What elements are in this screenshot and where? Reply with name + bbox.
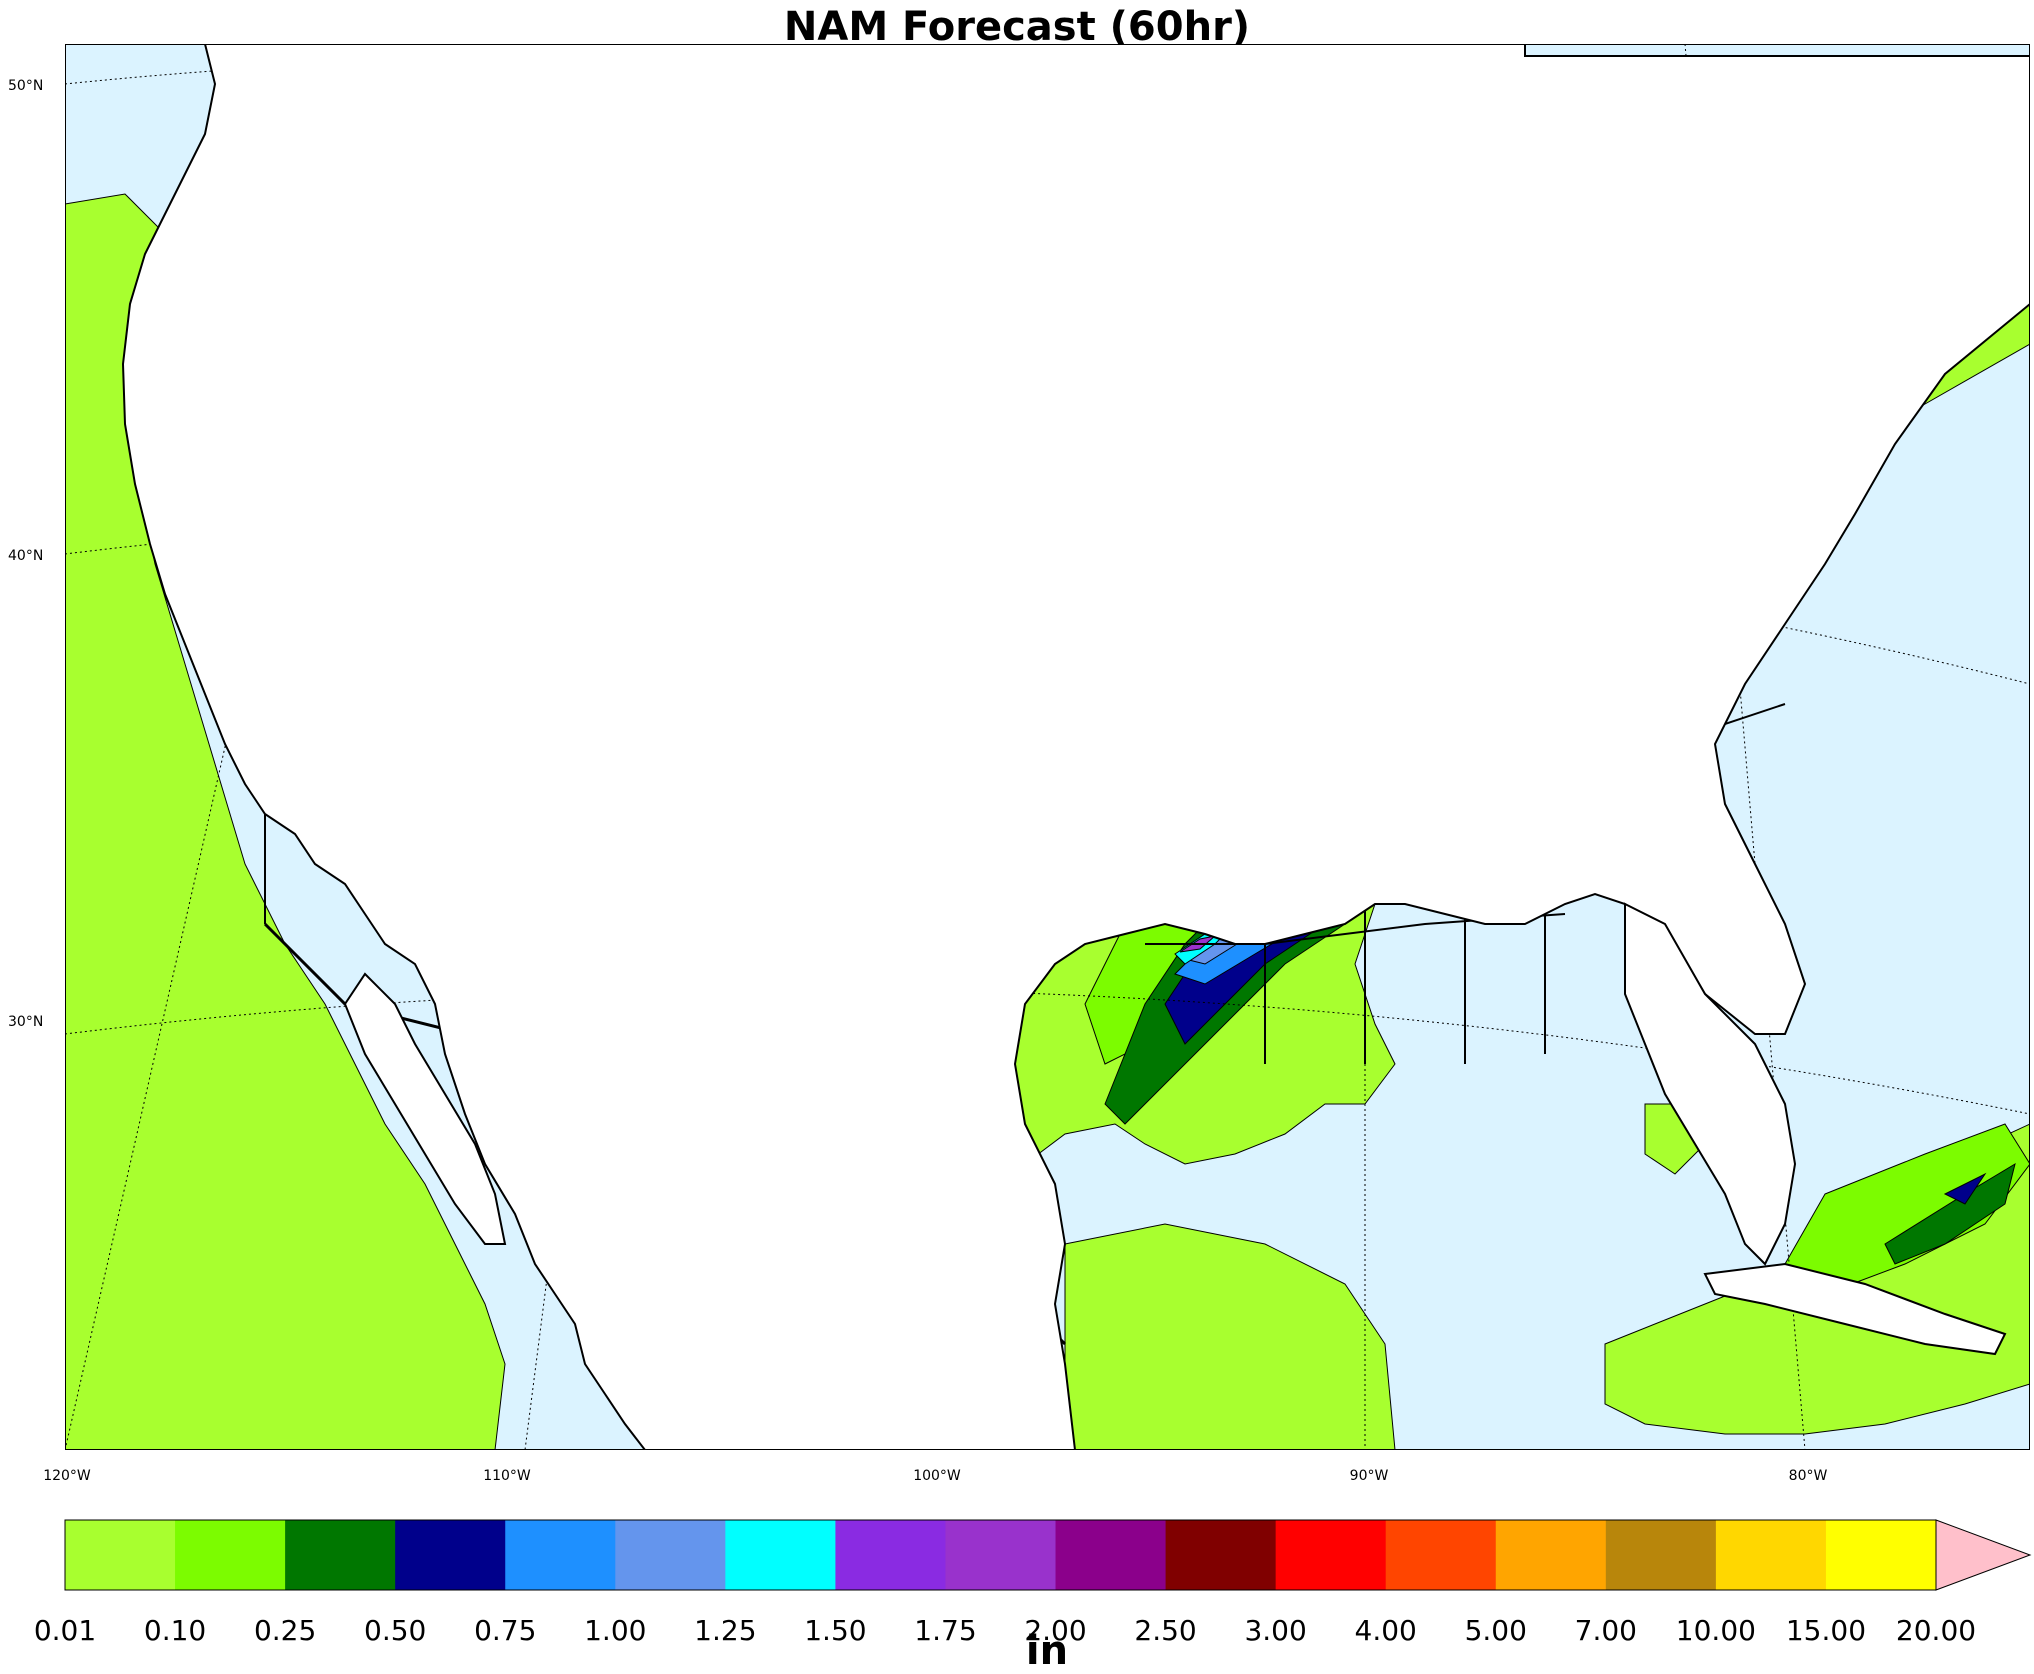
colorbar-tick-label: 4.00 <box>1354 1614 1417 1647</box>
colorbar-tick-label: 3.00 <box>1244 1614 1307 1647</box>
colorbar-tick-label: 15.00 <box>1785 1614 1867 1647</box>
lon-label-120w: 120°W <box>43 1468 91 1484</box>
colorbar-swatch <box>1715 1520 1827 1590</box>
map-frame <box>65 44 2030 1450</box>
colorbar-swatch <box>505 1520 616 1590</box>
colorbar-swatch <box>1385 1520 1497 1590</box>
lat-label-50: 50°N <box>8 78 44 94</box>
colorbar-swatches <box>65 1520 1937 1590</box>
colorbar-swatch <box>285 1520 396 1590</box>
colorbar-frame <box>64 1519 1937 1591</box>
colorbar-tick-label: 7.00 <box>1574 1614 1637 1647</box>
colorbar-swatch <box>65 1520 176 1590</box>
colorbar-tick-label: 0.01 <box>33 1614 97 1647</box>
lat-label-40: 40°N <box>8 548 44 564</box>
colorbar-swatch <box>1825 1520 1937 1590</box>
colorbar-swatch <box>175 1520 286 1590</box>
colorbar-tick-label: 2.00 <box>1024 1614 1087 1647</box>
colorbar-swatch <box>1055 1520 1167 1590</box>
map-title: NAM Forecast (60hr) <box>783 4 1251 50</box>
colorbar-tick-label: 0.50 <box>364 1614 427 1647</box>
colorbar-tick-label: 2.50 <box>1134 1614 1197 1647</box>
colorbar-tick-label: 5.00 <box>1464 1614 1527 1647</box>
colorbar-tick-label: 10.00 <box>1675 1614 1756 1647</box>
colorbar-tick-label: 0.75 <box>474 1614 537 1647</box>
precipitation-map <box>65 44 2030 1450</box>
colorbar-tick-label: 1.75 <box>914 1614 977 1647</box>
units-label: in <box>1025 1628 1069 1674</box>
lon-label-80w: 80°W <box>1788 1468 1828 1484</box>
colorbar-extend-arrow <box>1935 1519 2032 1591</box>
colorbar-swatch <box>945 1520 1057 1590</box>
colorbar-tick-label: 0.10 <box>143 1614 207 1647</box>
colorbar-tick-label: 0.25 <box>253 1614 317 1647</box>
colorbar-swatch <box>725 1520 836 1590</box>
colorbar-swatch <box>395 1520 506 1590</box>
lon-label-110w: 110°W <box>483 1468 531 1484</box>
colorbar-swatch <box>1605 1520 1717 1590</box>
colorbar-swatch <box>1275 1520 1387 1590</box>
colorbar-swatch <box>615 1520 726 1590</box>
colorbar-tick-label: 1.25 <box>694 1614 757 1647</box>
lon-label-90w: 90°W <box>1349 1468 1389 1484</box>
colorbar <box>64 1519 2032 1591</box>
lat-label-30: 30°N <box>8 1014 44 1030</box>
precip-contour <box>1943 1172 1987 1205</box>
colorbar-tick-label: 20.00 <box>1895 1614 1977 1647</box>
colorbar-swatch <box>835 1520 946 1590</box>
colorbar-swatch <box>1165 1520 1277 1590</box>
colorbar-tick-label: 1.50 <box>804 1614 867 1647</box>
colorbar-tick-label: 1.00 <box>584 1614 647 1647</box>
colorbar-swatch <box>1495 1520 1607 1590</box>
lon-label-100w: 100°W <box>913 1468 961 1484</box>
